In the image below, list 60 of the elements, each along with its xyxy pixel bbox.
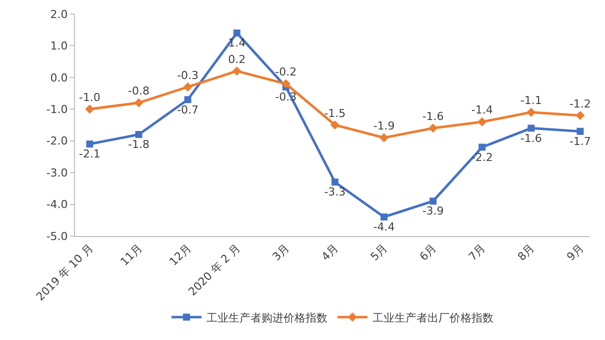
x-tick-label: 11月: [118, 242, 145, 268]
x-tick-label: 8月: [515, 242, 538, 264]
point: [428, 124, 438, 133]
data-label: -1.5: [324, 106, 346, 120]
data-label: -1.6: [520, 132, 542, 145]
y-tick-label: -3.0: [46, 166, 68, 180]
data-label: -3.3: [324, 186, 346, 199]
x-tick-label: 7月: [466, 242, 488, 264]
data-label: -1.6: [422, 110, 444, 124]
data-label: -0.8: [128, 84, 150, 98]
data-label: -1.0: [78, 91, 100, 104]
data-label: -1.8: [128, 138, 150, 152]
data-label: -1.2: [569, 97, 591, 110]
data-label: -0.3: [177, 68, 199, 82]
y-tick-label: -1.0: [46, 102, 68, 116]
data-label: -1.9: [373, 120, 395, 133]
x-tick-label: 4月: [319, 242, 341, 264]
point: [184, 96, 192, 104]
data-label: -1.1: [520, 94, 542, 108]
data-label: -1.7: [569, 134, 591, 148]
data-label: 1.4: [228, 36, 246, 50]
point: [134, 98, 144, 108]
point: [232, 66, 242, 76]
point: [430, 198, 437, 205]
point: [85, 104, 94, 114]
y-tick-label: -5.0: [46, 230, 68, 243]
data-label: 0.2: [228, 52, 246, 66]
point: [379, 133, 389, 142]
point: [576, 128, 584, 135]
y-tick-label: 1.0: [50, 40, 68, 53]
point: [281, 79, 290, 88]
legend-label: 工业生产者购进价格指数: [206, 311, 328, 324]
y-tick-label: 0.0: [50, 71, 68, 84]
point: [331, 178, 338, 186]
data-label: -4.4: [373, 220, 395, 234]
x-tick-label: 5月: [368, 242, 390, 264]
point: [478, 144, 486, 151]
point: [526, 108, 536, 117]
point: [576, 110, 585, 120]
point: [233, 30, 240, 37]
point: [135, 131, 142, 138]
data-label: -2.1: [78, 148, 100, 161]
data-label: -1.4: [471, 104, 493, 117]
x-tick-label: 12月: [166, 242, 194, 268]
point: [330, 120, 340, 130]
x-tick-label: 9月: [564, 242, 586, 264]
x-tick-label: 6月: [417, 242, 440, 264]
point: [478, 117, 487, 126]
point: [86, 140, 94, 148]
point: [183, 82, 192, 92]
data-label: -0.2: [275, 66, 297, 79]
y-tick-label: -2.0: [46, 134, 68, 148]
y-tick-label: -4.0: [46, 198, 68, 212]
data-label: -0.7: [177, 103, 199, 116]
legend-label: 工业生产者出厂价格指数: [372, 311, 494, 324]
y-tick-label: 2.0: [50, 8, 68, 21]
x-tick-label: 3月: [270, 242, 292, 264]
point: [528, 124, 535, 132]
point: [380, 213, 388, 220]
data-label: -3.9: [422, 204, 444, 218]
